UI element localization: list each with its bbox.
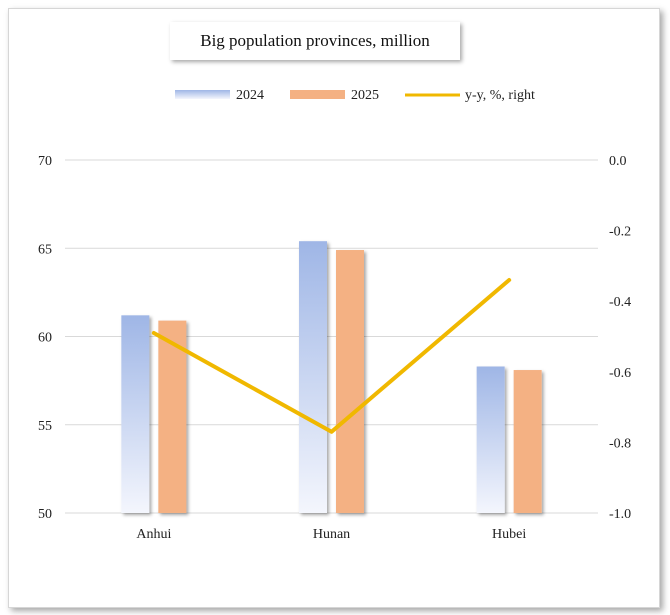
legend-label-yy: y-y, %, right — [465, 88, 535, 103]
legend-label-2025: 2025 — [351, 88, 379, 103]
chart-title: Big population provinces, million — [170, 22, 460, 60]
y-tick-label-55: 55 — [38, 419, 52, 434]
bar-2025-hubei — [513, 370, 542, 513]
x-tick-label-anhui: Anhui — [136, 527, 171, 542]
bars — [121, 241, 542, 513]
y2-tick-label--0.8: -0.8 — [609, 436, 631, 451]
y2-tick-label--0.2: -0.2 — [609, 225, 631, 240]
y2-tick-label--1.0: -1.0 — [609, 507, 631, 522]
y2-tick-label-0.0: 0.0 — [609, 154, 627, 169]
y-tick-label-50: 50 — [38, 507, 52, 522]
chart-frame — [8, 8, 660, 608]
bar-2024-hubei — [476, 366, 505, 513]
legend-swatch-2025 — [290, 90, 345, 99]
right-axis-ticks: 0.0 -0.2 -0.4 -0.6 -0.8 -1.0 — [609, 154, 631, 522]
bar-2024-anhui — [121, 315, 150, 513]
left-axis-ticks: 70 65 60 55 50 — [38, 154, 52, 522]
bar-2024-hunan — [299, 241, 327, 513]
x-tick-label-hubei: Hubei — [492, 527, 526, 542]
bar-2025-hunan — [336, 250, 364, 513]
bar-2025-anhui — [158, 320, 187, 513]
legend-label-2024: 2024 — [236, 88, 264, 103]
y-tick-label-70: 70 — [38, 154, 52, 169]
x-axis-ticks: Anhui Hunan Hubei — [136, 527, 526, 542]
yy-line — [151, 278, 512, 434]
legend: 2024 2025 y-y, %, right — [175, 88, 535, 103]
y2-tick-label--0.6: -0.6 — [609, 366, 631, 381]
y-tick-label-60: 60 — [38, 331, 52, 346]
grid-lines — [65, 159, 598, 514]
legend-swatch-2024 — [175, 90, 230, 99]
yy-line-series — [151, 278, 512, 434]
x-tick-label-hunan: Hunan — [313, 527, 350, 542]
y2-tick-label--0.4: -0.4 — [609, 295, 631, 310]
y-tick-label-65: 65 — [38, 242, 52, 257]
